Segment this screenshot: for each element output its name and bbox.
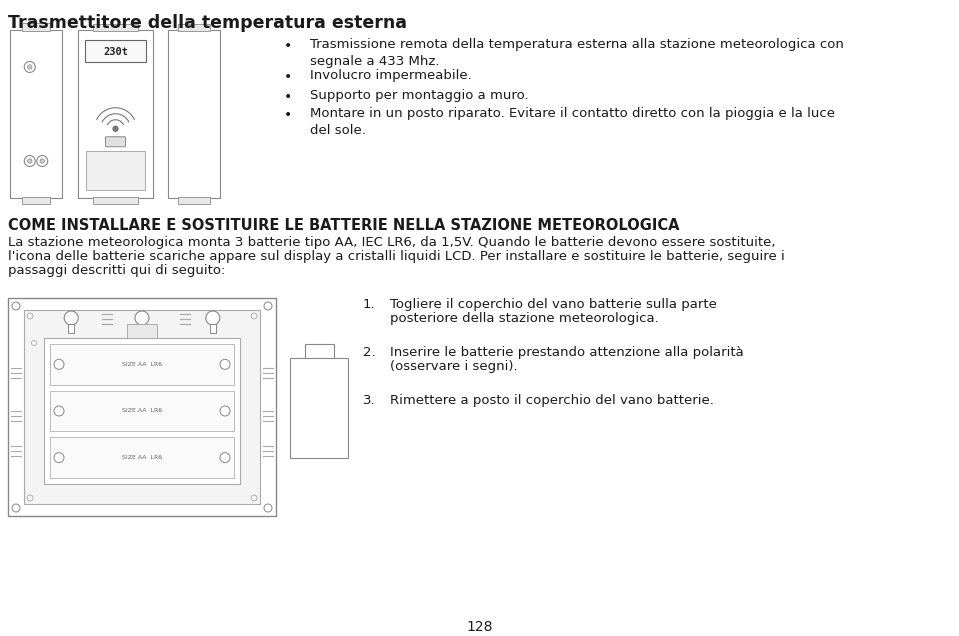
Circle shape (264, 302, 272, 310)
Bar (93, 197, 138, 204)
Text: SIZE AA  LR6: SIZE AA LR6 (122, 362, 162, 367)
Circle shape (24, 62, 35, 73)
Text: passaggi descritti qui di seguito:: passaggi descritti qui di seguito: (8, 264, 225, 277)
Circle shape (251, 313, 257, 319)
FancyBboxPatch shape (105, 137, 126, 147)
Bar (178, 24, 210, 31)
Text: SIZE AA  LR6: SIZE AA LR6 (122, 455, 162, 460)
Bar (22, 197, 50, 204)
Text: 230t: 230t (103, 47, 128, 57)
Circle shape (28, 159, 32, 163)
Text: l'icona delle batterie scariche appare sul display a cristalli liquidi LCD. Per : l'icona delle batterie scariche appare s… (8, 250, 784, 263)
Circle shape (24, 156, 35, 167)
Text: 2.: 2. (363, 346, 376, 359)
Circle shape (54, 359, 64, 370)
Circle shape (220, 406, 230, 416)
Bar (85, 40, 146, 62)
Circle shape (27, 313, 33, 319)
Circle shape (40, 159, 44, 163)
Text: 1.: 1. (363, 298, 376, 311)
Bar (86, 151, 145, 190)
Bar (22, 23, 50, 31)
Bar (78, 30, 153, 198)
Bar (8, 298, 276, 516)
Circle shape (264, 504, 272, 512)
Circle shape (64, 311, 79, 325)
Text: La stazione meteorologica monta 3 batterie tipo AA, IEC LR6, da 1,5V. Quando le : La stazione meteorologica monta 3 batter… (8, 236, 776, 249)
Circle shape (54, 406, 64, 416)
Circle shape (36, 156, 48, 167)
Bar (50, 391, 234, 431)
Text: •: • (284, 70, 292, 84)
Text: •: • (284, 108, 292, 122)
Bar (68, 324, 74, 333)
Text: 128: 128 (466, 620, 493, 634)
Bar (168, 30, 220, 198)
Bar (178, 197, 210, 204)
Text: Montare in un posto riparato. Evitare il contatto diretto con la pioggia e la lu: Montare in un posto riparato. Evitare il… (310, 107, 835, 137)
Circle shape (12, 504, 20, 512)
Circle shape (32, 340, 36, 345)
Bar (93, 24, 138, 31)
Bar (127, 324, 157, 338)
Circle shape (135, 311, 149, 325)
Text: •: • (284, 39, 292, 53)
Text: Trasmettitore della temperatura esterna: Trasmettitore della temperatura esterna (8, 14, 407, 32)
Bar (305, 344, 334, 360)
Bar (290, 358, 348, 458)
Bar (24, 310, 260, 504)
Text: (osservare i segni).: (osservare i segni). (390, 360, 518, 373)
Circle shape (206, 311, 220, 325)
Circle shape (251, 495, 257, 501)
Circle shape (220, 359, 230, 370)
Text: Supporto per montaggio a muro.: Supporto per montaggio a muro. (310, 89, 528, 102)
Text: SIZE AA  LR6: SIZE AA LR6 (122, 408, 162, 413)
Circle shape (54, 453, 64, 462)
Bar (210, 324, 216, 333)
Text: Rimettere a posto il coperchio del vano batterie.: Rimettere a posto il coperchio del vano … (390, 394, 713, 407)
Bar (44, 338, 240, 484)
Circle shape (28, 65, 32, 69)
Bar (139, 324, 145, 333)
Text: 3.: 3. (363, 394, 376, 407)
Text: •: • (284, 90, 292, 104)
Text: Trasmissione remota della temperatura esterna alla stazione meteorologica con
se: Trasmissione remota della temperatura es… (310, 38, 844, 68)
Text: posteriore della stazione meteorologica.: posteriore della stazione meteorologica. (390, 312, 659, 325)
Bar (50, 344, 234, 385)
Bar (10, 30, 62, 198)
Text: Inserire le batterie prestando attenzione alla polarità: Inserire le batterie prestando attenzion… (390, 346, 744, 359)
Circle shape (113, 127, 118, 131)
Text: Involucro impermeabile.: Involucro impermeabile. (310, 69, 472, 82)
Text: Togliere il coperchio del vano batterie sulla parte: Togliere il coperchio del vano batterie … (390, 298, 717, 311)
Circle shape (220, 453, 230, 462)
Text: COME INSTALLARE E SOSTITUIRE LE BATTERIE NELLA STAZIONE METEOROLOGICA: COME INSTALLARE E SOSTITUIRE LE BATTERIE… (8, 218, 680, 233)
Circle shape (27, 495, 33, 501)
Circle shape (12, 302, 20, 310)
Bar (50, 438, 234, 478)
